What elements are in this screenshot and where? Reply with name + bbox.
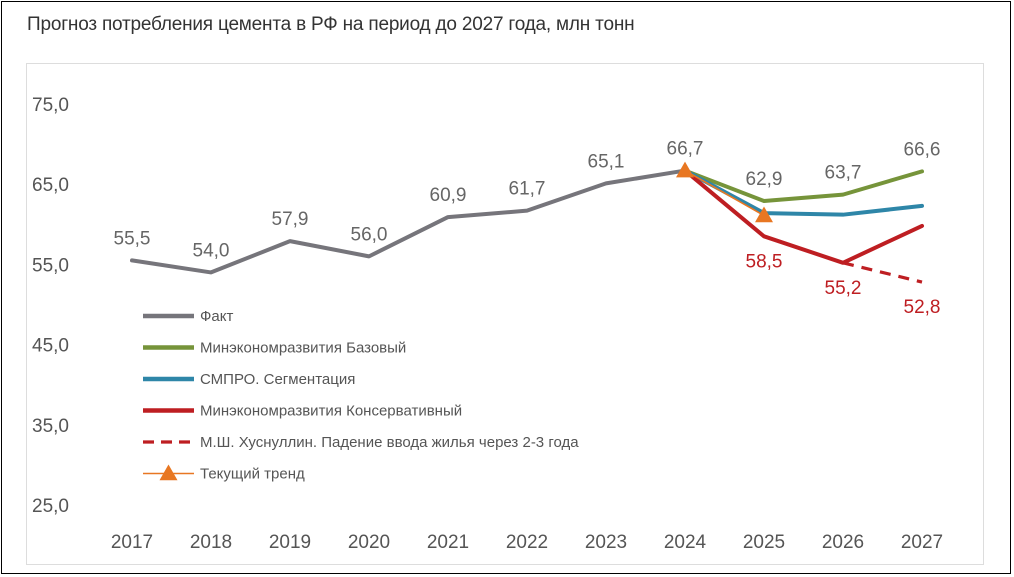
y-tick-label: 55,0 <box>32 255 69 276</box>
y-tick-label: 75,0 <box>32 95 69 116</box>
data-label: 63,7 <box>825 163 862 184</box>
x-tick-label: 2017 <box>111 532 153 553</box>
y-tick-label: 25,0 <box>32 496 69 517</box>
x-tick-label: 2024 <box>664 532 707 553</box>
x-tick-label: 2021 <box>427 532 469 553</box>
plot-area <box>26 63 984 565</box>
legend-label: Факт <box>200 308 233 325</box>
legend-label: СМПРО. Сегментация <box>200 371 355 388</box>
series-lines <box>130 168 924 284</box>
data-label: 52,8 <box>904 297 941 318</box>
trend-marker <box>159 464 178 481</box>
y-tick-label: 45,0 <box>32 336 69 357</box>
data-label: 54,0 <box>193 240 230 261</box>
series-line <box>683 168 924 204</box>
y-axis: 25,0 35,0 45,0 55,0 65,0 75,0 <box>32 95 69 517</box>
data-label: 55,5 <box>114 228 151 249</box>
x-tick-label: 2025 <box>743 532 785 553</box>
y-tick-label: 35,0 <box>32 416 69 437</box>
data-label: 56,0 <box>351 224 388 245</box>
data-labels: 55,5 54,0 57,9 56,0 60,9 61,7 65,1 66,7 62,9 63,7… <box>114 139 941 318</box>
data-label: 55,2 <box>825 278 862 299</box>
data-label: 60,9 <box>430 185 467 206</box>
legend-label: Минэкономразвития Консервативный <box>200 403 462 420</box>
data-label: 66,6 <box>904 139 941 160</box>
series-line <box>130 168 687 275</box>
legend-label: Текущий тренд <box>200 466 305 483</box>
trend-markers <box>676 161 773 223</box>
data-label: 58,5 <box>746 251 783 272</box>
data-label: 62,9 <box>746 169 783 190</box>
series-line <box>684 169 765 217</box>
y-tick-label: 65,0 <box>32 175 69 196</box>
series-line <box>842 261 923 284</box>
chart-title: Прогноз потребления цемента в РФ на пери… <box>27 14 635 35</box>
x-tick-label: 2018 <box>190 532 232 553</box>
trend-marker <box>676 161 694 178</box>
x-axis: 2017 2018 2019 2020 2021 2022 2023 2024 2025 2026… <box>111 532 943 553</box>
x-tick-label: 2023 <box>585 532 627 553</box>
data-label: 57,9 <box>272 209 309 230</box>
x-tick-label: 2022 <box>506 532 548 553</box>
x-tick-label: 2027 <box>901 532 943 553</box>
trend-marker <box>755 206 773 223</box>
legend-label: М.Ш. Хуснуллин. Падение ввода жилья чере… <box>200 434 579 451</box>
data-label: 66,7 <box>667 139 704 160</box>
x-tick-label: 2019 <box>269 532 311 553</box>
x-tick-label: 2026 <box>822 532 864 553</box>
x-tick-label: 2020 <box>348 532 390 553</box>
data-label: 61,7 <box>509 179 546 200</box>
legend: Факт Минэкономразвития Базовый СМПРО. Сегм… <box>143 308 579 483</box>
data-label: 65,1 <box>588 151 625 172</box>
series-line <box>683 168 924 265</box>
series-line <box>683 168 924 217</box>
legend-label: Минэкономразвития Базовый <box>200 340 406 357</box>
